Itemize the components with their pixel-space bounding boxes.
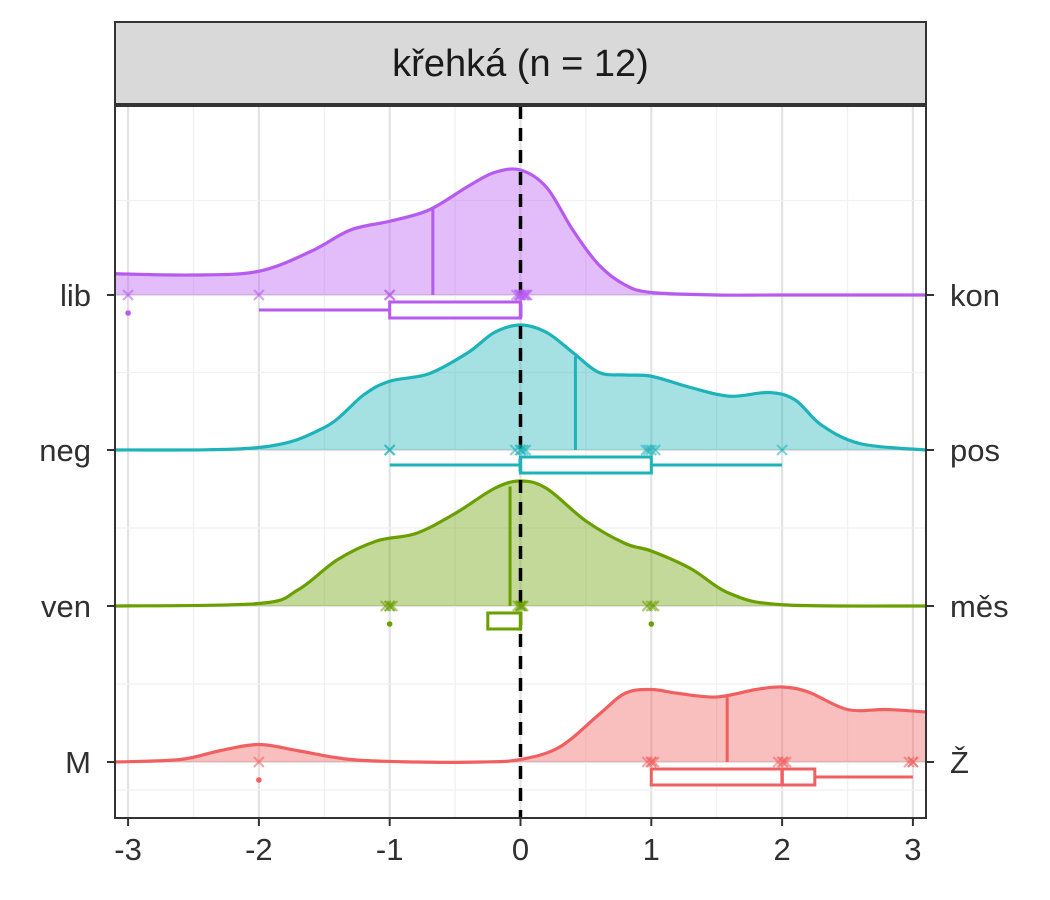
- data-point: [383, 600, 396, 612]
- x-tick-label: 3: [904, 832, 921, 867]
- density-curve: [114, 323, 927, 452]
- ridge-M: [114, 685, 927, 764]
- data-point: [645, 756, 658, 768]
- data-point: [514, 444, 527, 456]
- data-point: [776, 444, 788, 456]
- data-point-stroke: [383, 600, 396, 612]
- axes: -3 -2 -1 0 1 2 3 lib kon neg pos ven měs M Ž: [39, 278, 1008, 867]
- x-tick-label: -1: [376, 832, 404, 867]
- data-point-stroke: [648, 756, 660, 768]
- data-point-stroke: [519, 289, 532, 301]
- box-iqr: [388, 300, 522, 320]
- data-point-stroke: [514, 444, 527, 456]
- data-point-stroke: [777, 756, 790, 768]
- data-point: [648, 756, 660, 768]
- data-point: [780, 756, 792, 768]
- data-point: [519, 289, 532, 301]
- data-point: [516, 600, 528, 612]
- density-area: [115, 325, 926, 451]
- density-layer: [114, 167, 927, 764]
- data-point-stroke: [903, 756, 915, 768]
- chart-title: křehká (n = 12): [392, 43, 649, 85]
- box-outlier: [125, 310, 131, 316]
- data-point-stroke: [253, 289, 265, 301]
- density-curve: [114, 685, 927, 764]
- data-point-stroke: [253, 756, 265, 768]
- data-point: [383, 444, 396, 456]
- data-point-stroke: [780, 756, 792, 768]
- data-point: [517, 289, 529, 301]
- y-left-label-lib: lib: [60, 278, 91, 313]
- ridge-lib: [114, 167, 926, 297]
- data-point: [648, 600, 660, 612]
- data-point-stroke: [645, 444, 658, 456]
- data-point-stroke: [383, 289, 396, 301]
- data-point-stroke: [645, 600, 658, 612]
- data-point-stroke: [383, 444, 396, 456]
- density-curve: [114, 167, 926, 297]
- data-point-stroke: [648, 600, 660, 612]
- x-tick-label: 2: [773, 832, 790, 867]
- data-point-stroke: [642, 444, 655, 456]
- density-area: [115, 481, 926, 607]
- data-point-stroke: [517, 289, 529, 301]
- plot-panel: [114, 105, 927, 819]
- box-outlier: [386, 621, 393, 627]
- panel-strip: křehká (n = 12): [114, 21, 927, 105]
- y-right-label-měs: měs: [950, 589, 1009, 624]
- data-point: [777, 756, 790, 768]
- data-point: [517, 444, 529, 456]
- y-right-label-pos: pos: [950, 433, 1000, 468]
- marks-layer: [122, 289, 919, 787]
- data-point: [386, 600, 399, 612]
- data-point: [642, 444, 655, 456]
- data-point-stroke: [386, 600, 399, 612]
- data-point: [253, 756, 265, 768]
- y-left-label-ven: ven: [41, 589, 91, 624]
- panel-strip-background: [114, 21, 927, 105]
- x-tick-label: 0: [512, 832, 529, 867]
- y-right-label-kon: kon: [950, 278, 1000, 313]
- row-marks-ven: [379, 600, 660, 631]
- data-point: [253, 289, 265, 301]
- y-right-label-Ž: Ž: [950, 745, 969, 780]
- box-outlier: [256, 777, 262, 783]
- data-point-stroke: [907, 756, 919, 768]
- data-point-stroke: [776, 444, 788, 456]
- density-area: [115, 686, 926, 763]
- box-iqr: [486, 611, 523, 631]
- data-point: [907, 756, 919, 768]
- density-area: [115, 168, 926, 296]
- data-point-stroke: [122, 289, 134, 301]
- box-outlier: [648, 621, 655, 627]
- ridge-neg: [114, 323, 927, 452]
- data-point: [645, 600, 658, 612]
- y-left-label-neg: neg: [39, 433, 91, 468]
- data-point-stroke: [516, 600, 528, 612]
- box-iqr: [649, 767, 817, 787]
- data-point-stroke: [517, 444, 529, 456]
- data-point: [645, 444, 658, 456]
- box-iqr: [519, 455, 653, 475]
- y-left-label-M: M: [65, 745, 91, 780]
- x-tick-label: 1: [643, 832, 660, 867]
- data-point: [383, 289, 396, 301]
- x-tick-label: -2: [245, 832, 273, 867]
- data-point: [903, 756, 915, 768]
- data-point-stroke: [645, 756, 658, 768]
- row-marks-neg: [383, 444, 788, 475]
- x-tick-label: -3: [114, 832, 142, 867]
- row-marks-lib: [122, 289, 533, 320]
- row-marks-M: [253, 756, 919, 787]
- data-point: [122, 289, 134, 301]
